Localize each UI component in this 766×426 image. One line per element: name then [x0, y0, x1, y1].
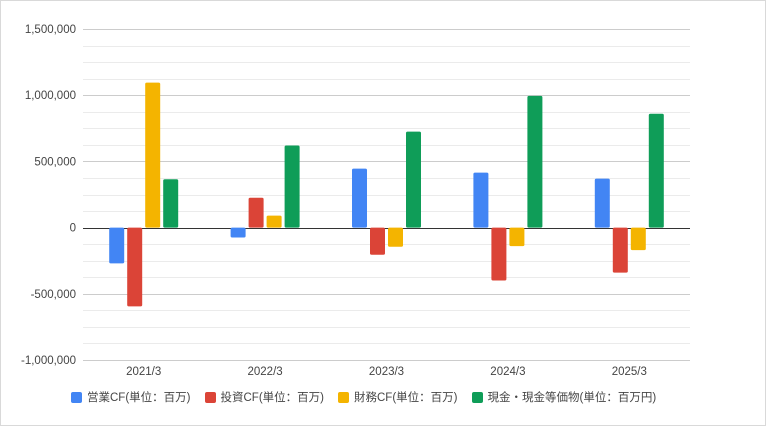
bar[interactable]	[163, 179, 179, 228]
legend-swatch	[338, 391, 349, 403]
x-tick-label: 2022/3	[248, 366, 283, 378]
cash-flow-bar-chart: 1,500,000 1,000,000 500,000 0 -500,000 -1,000…	[21, 24, 690, 378]
x-axis-tick-labels: 2021/3 2022/3 2023/3 2024/3 2025/3	[126, 366, 647, 378]
legend-item[interactable]: 営業CF(単位：百万)	[71, 389, 191, 405]
legend-swatch	[471, 391, 483, 403]
y-tick-label: 500,000	[34, 156, 76, 168]
y-axis-tick-labels: 1,500,000 1,000,000 500,000 0 -500,000 -1,000…	[21, 24, 76, 367]
bar[interactable]	[127, 227, 143, 307]
legend-swatch	[71, 391, 82, 403]
legend-label: 営業CF(単位：百万)	[87, 392, 191, 404]
bar[interactable]	[473, 172, 489, 228]
x-tick-label: 2023/3	[369, 366, 404, 378]
x-tick-label: 2025/3	[612, 366, 647, 378]
y-tick-label: 1,500,000	[25, 24, 76, 36]
bar[interactable]	[248, 197, 264, 228]
y-tick-label: -500,000	[31, 289, 76, 301]
bar[interactable]	[406, 131, 421, 228]
bar[interactable]	[109, 227, 125, 264]
bar[interactable]	[648, 113, 664, 228]
y-tick-label: 0	[70, 223, 76, 235]
x-tick-label: 2024/3	[490, 366, 525, 378]
x-tick-label: 2021/3	[126, 366, 161, 378]
bar[interactable]	[527, 95, 543, 228]
bar[interactable]	[612, 227, 628, 273]
grid-lines	[83, 29, 690, 361]
legend-item[interactable]: 現金・現金等価物(単位：百万円)	[471, 389, 657, 405]
legend-label: 投資CF(単位：百万)	[220, 392, 325, 404]
bar[interactable]	[145, 82, 161, 228]
bars	[109, 82, 664, 307]
legend-label: 財務CF(単位：百万)	[354, 392, 458, 404]
legend-label: 現金・現金等価物(単位：百万円)	[487, 392, 657, 404]
y-tick-label: -1,000,000	[21, 355, 76, 367]
bar[interactable]	[388, 227, 403, 247]
legend-item[interactable]: 投資CF(単位：百万)	[204, 389, 325, 405]
bar[interactable]	[284, 145, 300, 228]
bar[interactable]	[594, 178, 610, 228]
bar[interactable]	[491, 227, 507, 281]
y-tick-label: 1,000,000	[25, 90, 76, 102]
bar[interactable]	[630, 227, 646, 251]
bar[interactable]	[266, 215, 282, 228]
legend: 営業CF(単位：百万) 投資CF(単位：百万) 財務CF(単位：百万) 現金・現金等価…	[71, 388, 656, 406]
bar[interactable]	[230, 227, 246, 238]
legend-swatch	[204, 391, 216, 403]
bar[interactable]	[509, 227, 525, 247]
legend-item[interactable]: 財務CF(単位：百万)	[338, 389, 458, 405]
bar[interactable]	[352, 168, 367, 228]
bar[interactable]	[370, 227, 385, 255]
